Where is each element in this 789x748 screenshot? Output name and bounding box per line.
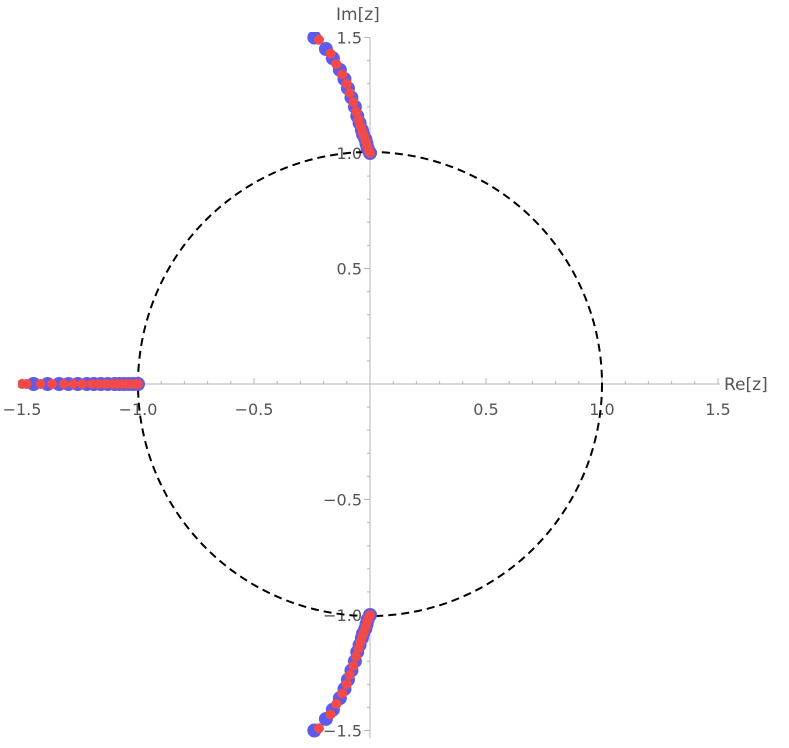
y-tick-label: −0.5: [323, 491, 362, 510]
data-point: [337, 69, 348, 80]
x-tick-label: 0.5: [473, 400, 498, 419]
data-point: [86, 379, 97, 389]
x-tick-label: −1.0: [119, 400, 158, 419]
data-point: [313, 34, 324, 45]
axes: −1.5 −1.0 −0.5 0.5 1.0 1.51.51.00.5−0.5−1.0−1…: [3, 5, 768, 741]
y-axis-label: Im[z]: [336, 5, 380, 25]
data-point: [348, 660, 359, 671]
data-point: [18, 379, 27, 389]
data-point: [47, 379, 58, 389]
y-tick-label: −1.5: [323, 722, 362, 741]
data-point: [35, 379, 46, 389]
data-point: [344, 670, 355, 681]
data-point: [77, 379, 88, 389]
series-red: [18, 34, 375, 734]
y-tick-label: 1.5: [337, 29, 362, 48]
data-point: [107, 379, 118, 389]
axis-tick-labels: −1.5 −1.0 −0.5 0.5 1.0 1.51.51.00.5−0.5−1.0−1…: [3, 29, 731, 741]
data-point: [351, 106, 362, 117]
x-tick-label: −1.5: [3, 400, 42, 419]
data-point: [325, 709, 336, 720]
data-point: [331, 59, 342, 70]
data-point: [331, 698, 342, 709]
data-point: [337, 688, 348, 699]
data-point: [341, 679, 352, 690]
data-point: [341, 78, 352, 89]
x-axis-label: Re[z]: [724, 375, 768, 395]
y-tick-label: 0.5: [337, 260, 362, 279]
x-tick-label: 1.5: [705, 400, 730, 419]
data-point: [353, 643, 364, 654]
data-point: [353, 114, 364, 125]
data-point: [325, 48, 336, 59]
series-layer: [18, 32, 377, 738]
data-point: [348, 97, 359, 108]
y-tick-label: −1.0: [323, 606, 362, 625]
data-point: [344, 87, 355, 98]
data-point: [351, 651, 362, 662]
data-point: [68, 379, 79, 389]
x-tick-label: 1.0: [589, 400, 614, 419]
data-point: [93, 379, 104, 389]
data-point: [100, 379, 111, 389]
data-point: [58, 379, 69, 389]
x-tick-label: −0.5: [235, 400, 274, 419]
data-point: [313, 723, 324, 734]
